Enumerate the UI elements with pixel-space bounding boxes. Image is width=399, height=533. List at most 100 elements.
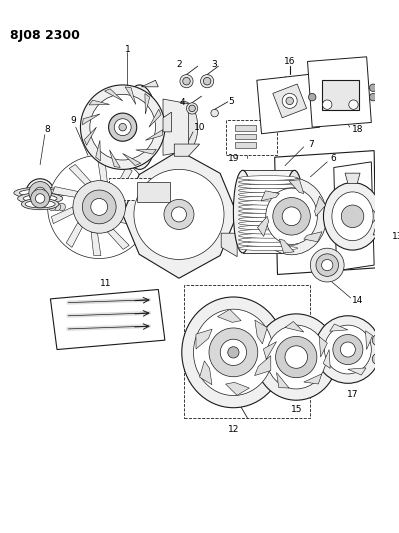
Polygon shape	[141, 80, 158, 87]
Ellipse shape	[119, 124, 126, 131]
Polygon shape	[334, 162, 374, 271]
Ellipse shape	[239, 180, 298, 184]
Bar	[235, 142, 256, 148]
Polygon shape	[261, 191, 279, 201]
Circle shape	[220, 339, 247, 366]
Polygon shape	[257, 74, 320, 134]
Polygon shape	[365, 330, 373, 350]
Polygon shape	[273, 84, 306, 118]
Circle shape	[322, 100, 332, 109]
Polygon shape	[217, 309, 241, 322]
Polygon shape	[289, 180, 304, 193]
Ellipse shape	[186, 103, 198, 114]
Ellipse shape	[25, 200, 55, 208]
Circle shape	[333, 335, 363, 365]
Polygon shape	[200, 361, 212, 385]
Polygon shape	[110, 150, 120, 167]
Ellipse shape	[257, 178, 327, 255]
Polygon shape	[91, 232, 101, 256]
Circle shape	[134, 169, 224, 260]
Text: 7: 7	[308, 140, 314, 149]
Ellipse shape	[239, 205, 298, 209]
Polygon shape	[323, 350, 330, 368]
Text: 4: 4	[180, 98, 186, 107]
Ellipse shape	[90, 94, 156, 160]
Text: 8: 8	[45, 125, 51, 134]
Polygon shape	[263, 342, 277, 359]
Circle shape	[273, 198, 310, 235]
Ellipse shape	[170, 101, 198, 153]
Polygon shape	[122, 151, 237, 278]
Polygon shape	[308, 57, 371, 127]
Ellipse shape	[26, 179, 54, 207]
Polygon shape	[319, 336, 327, 357]
Circle shape	[164, 199, 194, 229]
Ellipse shape	[183, 77, 190, 85]
Ellipse shape	[285, 171, 304, 253]
Text: 16: 16	[284, 57, 295, 66]
Ellipse shape	[239, 200, 298, 205]
Ellipse shape	[266, 325, 326, 389]
Polygon shape	[124, 190, 147, 207]
Polygon shape	[163, 99, 188, 155]
Polygon shape	[149, 109, 161, 127]
Ellipse shape	[239, 221, 298, 226]
Text: 13: 13	[392, 232, 399, 241]
Polygon shape	[275, 151, 376, 274]
Circle shape	[34, 187, 46, 198]
Ellipse shape	[211, 109, 218, 117]
Polygon shape	[125, 87, 136, 104]
Text: 2: 2	[176, 60, 182, 69]
Polygon shape	[105, 89, 122, 101]
Polygon shape	[348, 368, 366, 375]
Circle shape	[369, 93, 377, 101]
Circle shape	[285, 346, 308, 368]
Polygon shape	[50, 289, 165, 350]
Circle shape	[209, 328, 258, 377]
Polygon shape	[279, 239, 294, 253]
Bar	[226, 119, 277, 155]
Polygon shape	[255, 320, 267, 344]
Text: 6: 6	[330, 154, 336, 163]
Ellipse shape	[239, 242, 298, 246]
Ellipse shape	[239, 217, 298, 222]
Polygon shape	[330, 324, 348, 331]
Polygon shape	[116, 166, 132, 191]
Ellipse shape	[286, 97, 293, 104]
Circle shape	[47, 155, 151, 259]
Polygon shape	[285, 321, 304, 332]
Ellipse shape	[332, 192, 373, 241]
Bar	[137, 182, 170, 202]
Circle shape	[29, 182, 51, 204]
Ellipse shape	[239, 213, 298, 217]
Ellipse shape	[239, 225, 298, 230]
Text: 11: 11	[100, 279, 112, 288]
Ellipse shape	[266, 188, 317, 245]
Circle shape	[340, 342, 356, 357]
Circle shape	[36, 194, 45, 203]
Circle shape	[341, 205, 364, 228]
Ellipse shape	[282, 93, 297, 108]
Ellipse shape	[239, 196, 298, 201]
Ellipse shape	[194, 309, 273, 395]
Circle shape	[228, 347, 239, 358]
Ellipse shape	[58, 203, 65, 211]
Polygon shape	[304, 374, 322, 384]
Circle shape	[369, 84, 377, 92]
Polygon shape	[66, 222, 83, 247]
Ellipse shape	[20, 189, 61, 197]
Polygon shape	[163, 112, 172, 132]
Circle shape	[322, 260, 333, 271]
Polygon shape	[120, 216, 146, 227]
Ellipse shape	[109, 113, 137, 141]
Ellipse shape	[239, 188, 298, 193]
Polygon shape	[225, 382, 249, 395]
Circle shape	[308, 93, 316, 101]
Polygon shape	[255, 356, 271, 376]
Polygon shape	[145, 93, 150, 114]
Bar	[109, 178, 163, 200]
Text: 14: 14	[352, 296, 363, 305]
Ellipse shape	[81, 85, 165, 169]
Circle shape	[172, 207, 186, 222]
Ellipse shape	[182, 297, 285, 408]
